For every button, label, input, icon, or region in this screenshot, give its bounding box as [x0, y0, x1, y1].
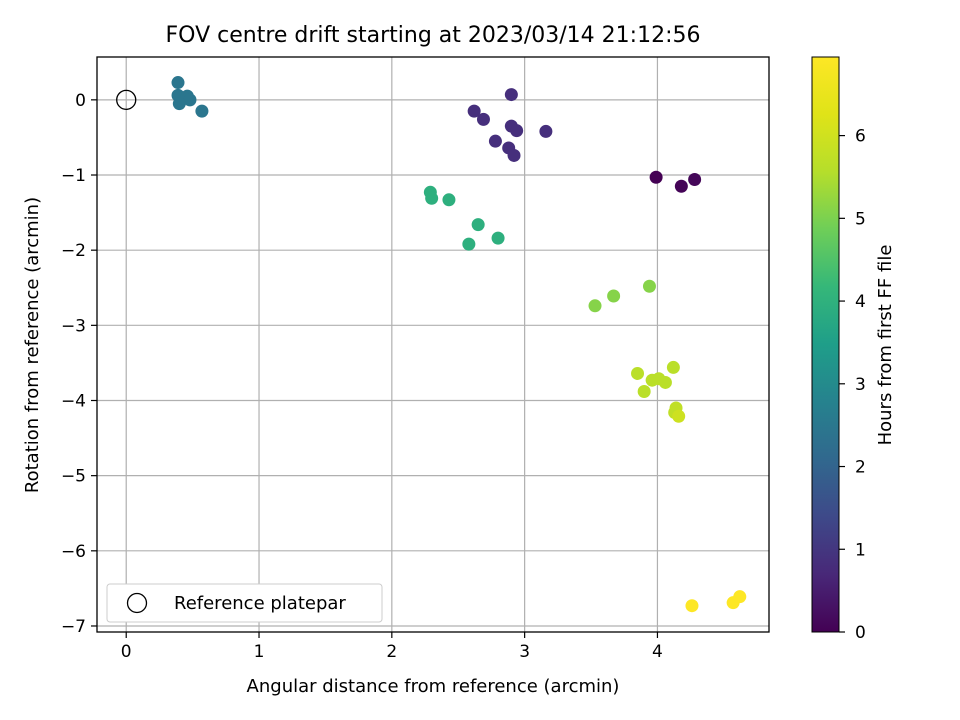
colorbar-tick-label: 5	[855, 209, 866, 229]
scatter-point	[510, 124, 524, 138]
y-axis-label: Rotation from reference (arcmin)	[22, 197, 43, 493]
y-tick-label: −2	[61, 241, 86, 261]
y-tick-label: 0	[75, 91, 86, 111]
colorbar-label: Hours from first FF file	[875, 245, 896, 446]
scatter-point	[658, 375, 672, 389]
scatter-point	[642, 279, 656, 293]
colorbar-gradient	[811, 56, 840, 633]
x-tick-label: 2	[386, 642, 397, 662]
scatter-point	[507, 148, 521, 162]
x-tick-label: 3	[519, 642, 530, 662]
colorbar-ticks: 0 1 2 3 4 5 6	[839, 127, 866, 643]
chart-title: FOV centre drift starting at 2023/03/14 …	[166, 23, 701, 48]
scatter-point	[588, 299, 602, 313]
colorbar-tick-label: 0	[855, 623, 866, 643]
y-tick-label: −1	[61, 166, 86, 186]
grid-lines	[97, 57, 769, 632]
colorbar-tick-label: 6	[855, 127, 866, 147]
colorbar-tick-label: 1	[855, 540, 866, 560]
scatter-point	[442, 193, 456, 207]
scatter-point	[488, 134, 502, 148]
scatter-point	[172, 97, 186, 111]
scatter-point	[685, 599, 699, 613]
scatter-point	[733, 590, 747, 604]
legend-box	[106, 583, 383, 623]
y-tick-label: −3	[61, 316, 86, 336]
colorbar-tick-label: 3	[855, 375, 866, 395]
scatter-point	[607, 289, 621, 303]
y-tick-label: −7	[61, 617, 86, 637]
legend-reference-label: Reference platepar	[174, 593, 346, 614]
y-tick-label: −4	[61, 391, 86, 411]
scatter-point	[425, 191, 439, 205]
data-points	[116, 76, 747, 613]
y-tick-label: −5	[61, 467, 86, 487]
scatter-point	[491, 231, 505, 245]
legend: Reference platepar	[106, 583, 383, 623]
scatter-point	[631, 366, 645, 380]
scatter-point	[467, 104, 481, 118]
scatter-point	[688, 173, 702, 187]
scatter-point	[539, 124, 553, 138]
plot-area-frame	[96, 56, 770, 633]
scatter-point	[637, 384, 651, 398]
scatter-point	[476, 112, 490, 126]
x-axis-label: Angular distance from reference (arcmin)	[247, 676, 620, 697]
scatter-point	[195, 104, 209, 118]
scatter-point	[504, 88, 518, 102]
scatter-point	[649, 170, 663, 184]
scatter-point	[672, 409, 686, 423]
x-tick-label: 4	[652, 642, 663, 662]
scatter-point	[674, 179, 688, 193]
scatter-point	[666, 360, 680, 374]
scatter-point	[462, 237, 476, 251]
x-tick-label: 1	[254, 642, 265, 662]
scatter-point	[171, 76, 185, 90]
colorbar-tick-label: 4	[855, 292, 866, 312]
x-tick-label: 0	[121, 642, 132, 662]
legend-reference-marker	[126, 592, 148, 614]
colorbar: 0 1 2 3 4 5 6 Hours from first FF file	[811, 56, 896, 643]
scatter-point	[471, 218, 485, 232]
colorbar-tick-label: 2	[855, 458, 866, 478]
axis-ticks: 0 1 2 3 4 0 −1 −2 −3 −4 −5 −6 −7	[61, 91, 663, 662]
reference-platepar-marker	[116, 89, 137, 110]
scatter-point	[183, 93, 197, 107]
y-tick-label: −6	[61, 542, 86, 562]
